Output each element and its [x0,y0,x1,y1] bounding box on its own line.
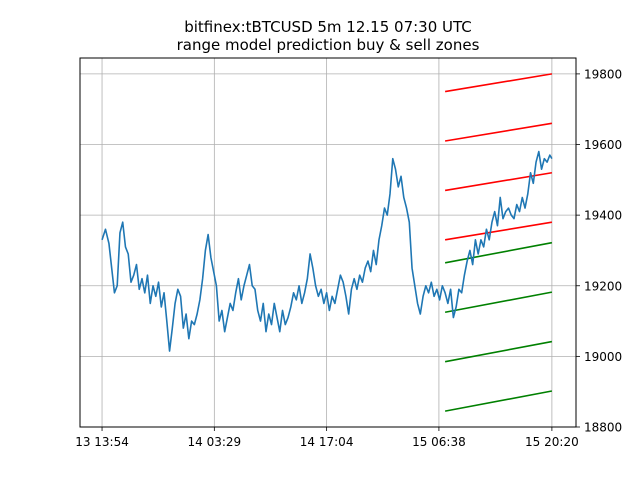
zone-layer [444,73,553,412]
y-tick-label: 19200 [584,279,622,293]
y-tick-label: 19800 [584,67,622,81]
y-tick-label: 18800 [584,421,622,435]
x-tick-label: 14 17:04 [300,435,354,449]
x-tick-label: 15 20:20 [525,435,579,449]
grid-layer [80,58,576,428]
y-tick-label: 19000 [584,350,622,364]
plot-frame [79,57,577,428]
series-layer [101,150,553,352]
y-tick-label: 19600 [584,138,622,152]
sell-zone-line [444,171,553,192]
price-series-line [101,150,553,352]
sell-zone-line [444,221,553,241]
x-tick-label: 14 03:29 [187,435,241,449]
sell-zone-line [444,122,553,142]
x-axis-ticks: 13 13:54 14 03:29 14 17:04 15 06:38 15 20:20 [75,427,579,449]
x-tick-label: 15 06:38 [412,435,466,449]
sell-zone-line [444,73,553,93]
buy-zone-line [444,241,553,264]
buy-zone-line [444,291,553,314]
chart-subtitle: range model prediction buy & sell zones [177,36,480,54]
chart-title: bitfinex:tBTCUSD 5m 12.15 07:30 UTC [184,18,472,36]
y-tick-label: 19400 [584,209,622,223]
y-axis-ticks: 18800 19000 19200 19400 19600 19800 [576,67,622,435]
buy-zone-line [444,390,553,412]
buy-zone-line [444,340,553,363]
x-tick-label: 13 13:54 [75,435,129,449]
